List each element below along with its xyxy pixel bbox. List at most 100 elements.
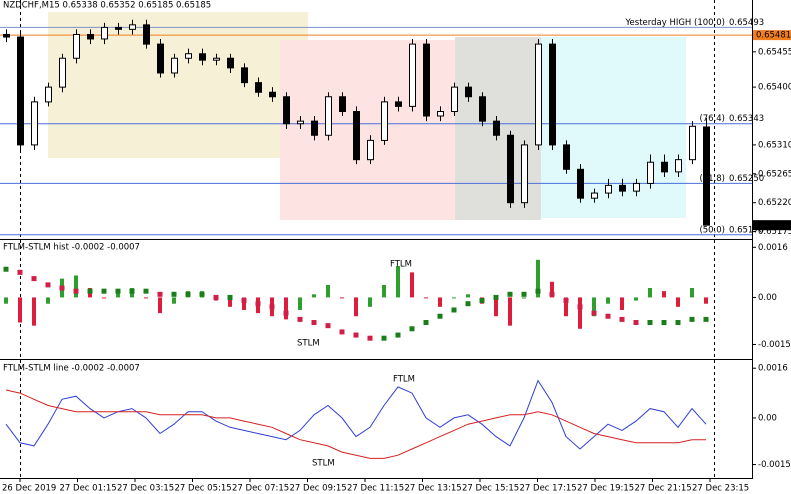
hist-bar: [690, 288, 694, 298]
stlm-dot: [73, 288, 79, 294]
level-price: 0.65343: [729, 114, 764, 124]
candle-body: [507, 134, 514, 204]
series-label: FTLM: [393, 375, 415, 385]
candle-body: [437, 111, 444, 117]
hist-bar: [326, 284, 330, 298]
series-label: FTLM: [390, 260, 412, 270]
candle-body: [297, 120, 304, 125]
candle-body: [241, 67, 248, 84]
hist-bar: [424, 297, 428, 299]
candle-body: [451, 86, 458, 113]
hist-bar: [452, 297, 456, 299]
candle-body: [129, 24, 136, 30]
stlm-dot: [577, 304, 583, 310]
y-tick-label: 0.00: [758, 293, 777, 303]
hist-bar: [284, 297, 288, 320]
hist-bar: [564, 297, 568, 317]
y-tick-label: -0.0015: [758, 460, 791, 470]
hist-bar: [242, 297, 246, 310]
stlm-dot: [493, 294, 499, 300]
x-tick-label: 27 Dec 19:15: [577, 484, 634, 494]
stlm-dot: [87, 288, 93, 294]
last-price-label: 0.65185: [756, 221, 791, 231]
hist-bar: [662, 291, 666, 298]
hist-bar: [116, 291, 120, 298]
y-tick-label: 0.65455: [758, 47, 791, 57]
x-tick-label: 27 Dec 23:15: [692, 484, 749, 494]
candle-body: [185, 53, 192, 59]
y-tick-label: -0.0015: [758, 340, 791, 350]
candle-body: [479, 96, 486, 122]
candle-body: [59, 57, 66, 88]
hist-bar: [74, 275, 78, 298]
candle-body: [535, 43, 542, 146]
y-tick-label: 0.65400: [758, 83, 791, 93]
candle-body: [45, 86, 52, 103]
stlm-dot: [269, 304, 275, 310]
y-tick-label: 0.65220: [758, 198, 791, 208]
candle-body: [619, 184, 626, 192]
hist-bar: [340, 297, 344, 299]
stlm-dot: [115, 288, 121, 294]
hist-bar: [704, 297, 708, 304]
series-line: [5, 389, 706, 459]
session-box: [541, 37, 686, 218]
candle-body: [577, 168, 584, 199]
candle-body: [703, 126, 710, 226]
hist-bar: [550, 281, 554, 298]
hist-bar: [410, 272, 414, 298]
candle-body: [199, 53, 206, 61]
hist-bar: [634, 297, 638, 301]
stlm-dot: [255, 301, 261, 307]
x-tick-label: 27 Dec 09:15: [290, 484, 347, 494]
hist-bar: [46, 297, 50, 304]
stlm-dot: [17, 269, 23, 275]
candle-body: [689, 125, 696, 161]
candle-body: [311, 120, 318, 136]
candle-body: [283, 96, 290, 125]
stlm-dot: [465, 301, 471, 307]
candle-body: [493, 120, 500, 136]
pane-title: FTLM-STLM hist -0.0002 -0.0007: [3, 243, 140, 253]
level-price: 0.65170: [729, 225, 764, 235]
stlm-dot: [647, 320, 653, 326]
stlm-dot: [129, 288, 135, 294]
x-tick-label: 27 Dec 11:15: [347, 484, 404, 494]
stlm-dot: [185, 291, 191, 297]
candle-body: [157, 43, 164, 74]
candle-body: [395, 101, 402, 107]
stlm-dot: [549, 291, 555, 297]
candle-body: [633, 182, 640, 192]
series-label: STLM: [312, 459, 335, 469]
candle-body: [3, 33, 10, 38]
last-price-tag: [753, 220, 791, 231]
stlm-dot: [437, 313, 443, 319]
hist-bar: [522, 297, 526, 299]
stlm-dot: [409, 326, 415, 332]
pane-title: NZDCHF,M15 0.65338 0.65352 0.65185 0.651…: [3, 1, 211, 11]
candle-body: [521, 144, 528, 204]
hist-bar: [4, 297, 8, 304]
y-tick-label: 0.65175: [758, 227, 791, 237]
hist-bar: [228, 297, 232, 307]
x-tick-label: 26 Dec 2019: [2, 484, 56, 494]
price-tag-label: 0.65481: [756, 31, 791, 41]
candle-body: [591, 192, 598, 199]
candle-body: [465, 86, 472, 98]
y-tick-label: 0.00: [758, 413, 777, 423]
hist-bar: [382, 284, 386, 298]
hist-bar: [144, 297, 148, 299]
hist-bar: [648, 288, 652, 298]
stlm-dot: [381, 335, 387, 341]
candle-body: [339, 96, 346, 113]
hist-bar: [32, 297, 36, 326]
x-tick-label: 27 Dec 21:15: [635, 484, 692, 494]
level-price: 0.65493: [729, 18, 764, 28]
stlm-dot: [157, 291, 163, 297]
hist-bar: [312, 294, 316, 298]
candle-body: [661, 161, 668, 173]
candle-body: [213, 57, 220, 61]
candle-body: [31, 101, 38, 146]
stlm-dot: [227, 294, 233, 300]
stlm-dot: [325, 323, 331, 329]
